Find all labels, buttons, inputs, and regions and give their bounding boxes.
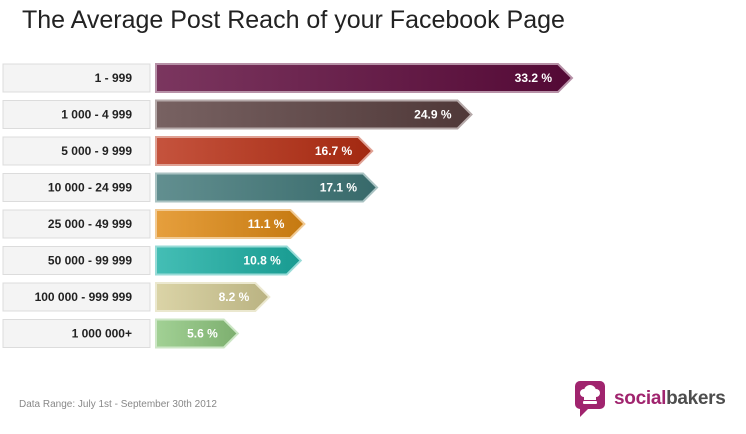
category-cell <box>2 136 151 166</box>
category-cell <box>2 209 151 239</box>
category-label: 1 000 - 4 999 <box>61 108 132 122</box>
brand-text-social: social <box>614 388 667 409</box>
category-label: 100 000 - 999 999 <box>35 290 133 304</box>
bar <box>155 172 379 203</box>
category-label: 1 000 000+ <box>72 327 132 341</box>
bar <box>155 99 473 130</box>
category-label: 10 000 - 24 999 <box>48 181 132 195</box>
bar-value-label: 24.9 % <box>414 108 452 122</box>
bar-value-label: 17.1 % <box>320 181 358 195</box>
bar <box>155 282 271 312</box>
bar-value-label: 33.2 % <box>515 71 553 85</box>
chart-title: The Average Post Reach of your Facebook … <box>22 6 565 34</box>
bar-value-label: 16.7 % <box>315 144 353 158</box>
data-range-note: Data Range: July 1st - September 30th 20… <box>19 399 217 410</box>
bar-chart: 1 - 999 33.2 % 1 000 - 4 999 24.9 % 5 000 - … <box>2 63 574 349</box>
bar-value-label: 8.2 % <box>219 290 250 304</box>
bar <box>155 209 306 239</box>
category-cell <box>2 173 151 202</box>
brand-text-bakers: bakers <box>666 388 726 409</box>
chef-hat-icon <box>575 381 605 417</box>
bar-value-label: 10.8 % <box>243 254 281 268</box>
category-cell <box>2 63 151 93</box>
socialbakers-logo: socialbakers <box>574 379 726 419</box>
category-cell <box>2 319 151 348</box>
bar-value-label: 5.6 % <box>187 327 218 341</box>
category-label: 1 - 999 <box>95 71 133 85</box>
bar <box>155 136 374 166</box>
bar <box>155 63 574 93</box>
category-label: 5 000 - 9 999 <box>61 144 132 158</box>
category-cell <box>2 282 151 312</box>
category-label: 25 000 - 49 999 <box>48 217 132 231</box>
category-cell <box>2 246 151 275</box>
bar <box>155 245 303 276</box>
category-label: 50 000 - 99 999 <box>48 254 132 268</box>
bar <box>155 318 240 349</box>
bar-value-label: 11.1 % <box>248 217 285 231</box>
category-cell <box>2 100 151 129</box>
